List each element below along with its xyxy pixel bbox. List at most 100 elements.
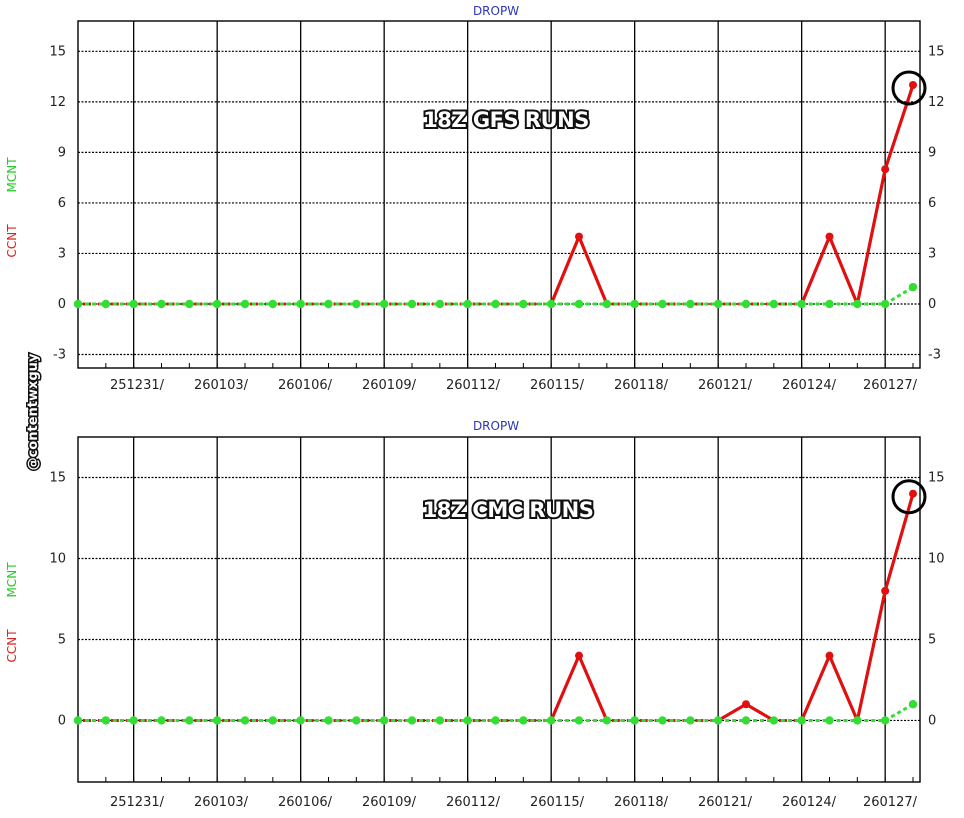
mcnt-point [129,299,138,309]
mcnt-point [880,716,890,725]
watermark-handle: @contentwxguy [26,353,41,470]
x-tick-label: 260112/ [446,378,501,393]
x-tick-label: 260121/ [698,795,753,810]
mcnt-point [73,299,83,309]
ccnt-series-segment [745,702,775,722]
y-tick-label-left: 15 [49,470,66,485]
mcnt-point [686,716,695,725]
y-tick-label-left: 0 [58,713,66,728]
mcnt-point [296,299,305,309]
x-tick-label: 260124/ [782,795,837,810]
mcnt-point [908,700,918,709]
x-tick-label: 260112/ [446,795,501,810]
mcnt-point [769,299,779,309]
mcnt-point [407,299,417,309]
mcnt-point [435,299,445,309]
ccnt-series-segment [800,236,831,305]
y-tick-label-left: 3 [58,246,66,261]
mcnt-point [101,716,111,725]
y-tick-label-left: 15 [49,44,66,59]
mcnt-point [296,716,305,725]
mcnt-point [268,716,278,725]
y-tick-label-right: 3 [928,246,936,261]
mcnt-point [574,299,584,309]
mcnt-point [463,299,472,309]
highlight-circle [891,479,927,515]
ccnt-point [575,232,583,241]
mcnt-point [268,299,278,309]
mcnt-point [574,716,584,725]
mcnt-point [713,299,723,309]
mcnt-point [185,716,194,725]
y-tick-label-right: 15 [928,44,945,59]
mcnt-point [379,716,389,725]
mcnt-point [491,716,500,725]
mcnt-point [157,716,166,725]
mcnt-point [324,299,333,309]
ccnt-series-segment [577,655,609,722]
overlay-run-label: 18Z CMC RUNS [423,498,594,522]
ccnt-point [909,81,917,90]
x-tick-label: 251231/ [110,795,165,810]
mcnt-point [491,299,500,309]
y-tick-label-right: 6 [928,196,936,211]
mcnt-point [825,299,834,309]
x-tick-label: 260115/ [530,378,585,393]
ccnt-series-segment [828,655,859,722]
mcnt-point [212,299,222,309]
x-tick-label: 260118/ [614,378,669,393]
mcnt-point [212,716,222,725]
ccnt-series-segment [717,702,747,722]
x-tick-label: 260106/ [278,795,333,810]
ccnt-point [881,165,890,174]
ccnt-series-segment [883,84,915,170]
y-tick-label-left: 0 [58,297,66,312]
chart-panel-2: 0 0 5 5 10 10 15 15 251231/260103/260106/260109/… [5,419,945,810]
mcnt-point [853,299,862,309]
mcnt-point [741,299,751,309]
chart-panel-1: -3 -3 0 0 3 3 6 6 9 9 12 12 15 15 251231/260103/260106… [5,4,945,393]
ccnt-point [909,489,917,498]
y-tick-label-left: 6 [58,196,66,211]
ccnt-series-segment [549,236,581,305]
ccnt-point [825,651,834,660]
mcnt-point [880,299,890,309]
x-tick-label: 260118/ [614,795,669,810]
chart-title: DROPW [473,419,519,433]
mcnt-point [157,299,166,309]
x-tick-label: 260127/ [863,795,918,810]
y-axis-label-mcnt: MCNT [5,562,19,598]
mcnt-point [435,716,445,725]
x-tick-label: 260103/ [194,378,249,393]
y-axis-label-ccnt: CCNT [5,629,19,663]
mcnt-point [324,716,333,725]
y-tick-label-left: 5 [58,632,66,647]
y-tick-label-right: 9 [928,145,936,160]
mcnt-point [741,716,751,725]
x-tick-label: 260121/ [698,378,753,393]
mcnt-point [658,299,667,309]
plot-frame [77,20,921,369]
mcnt-point [185,299,194,309]
mcnt-point [101,299,111,309]
ccnt-point [575,651,583,660]
chart-title: DROPW [473,4,519,18]
ccnt-series-segment [828,236,859,305]
y-tick-label-right: 0 [928,297,936,312]
mcnt-point [463,716,472,725]
plot-frame [77,436,921,783]
mcnt-point [519,716,528,725]
y-tick-label-left: 10 [49,551,66,566]
y-tick-label-right: 15 [928,470,945,485]
mcnt-point [686,299,695,309]
y-tick-label-right: 12 [928,95,945,110]
x-tick-label: 260115/ [530,795,585,810]
highlight-circle [891,70,927,106]
mcnt-point [602,716,612,725]
ccnt-series-segment [883,493,915,592]
mcnt-point [797,716,806,725]
mcnt-point [797,299,806,309]
x-tick-label: 260127/ [863,378,918,393]
ccnt-series-segment [577,236,609,305]
